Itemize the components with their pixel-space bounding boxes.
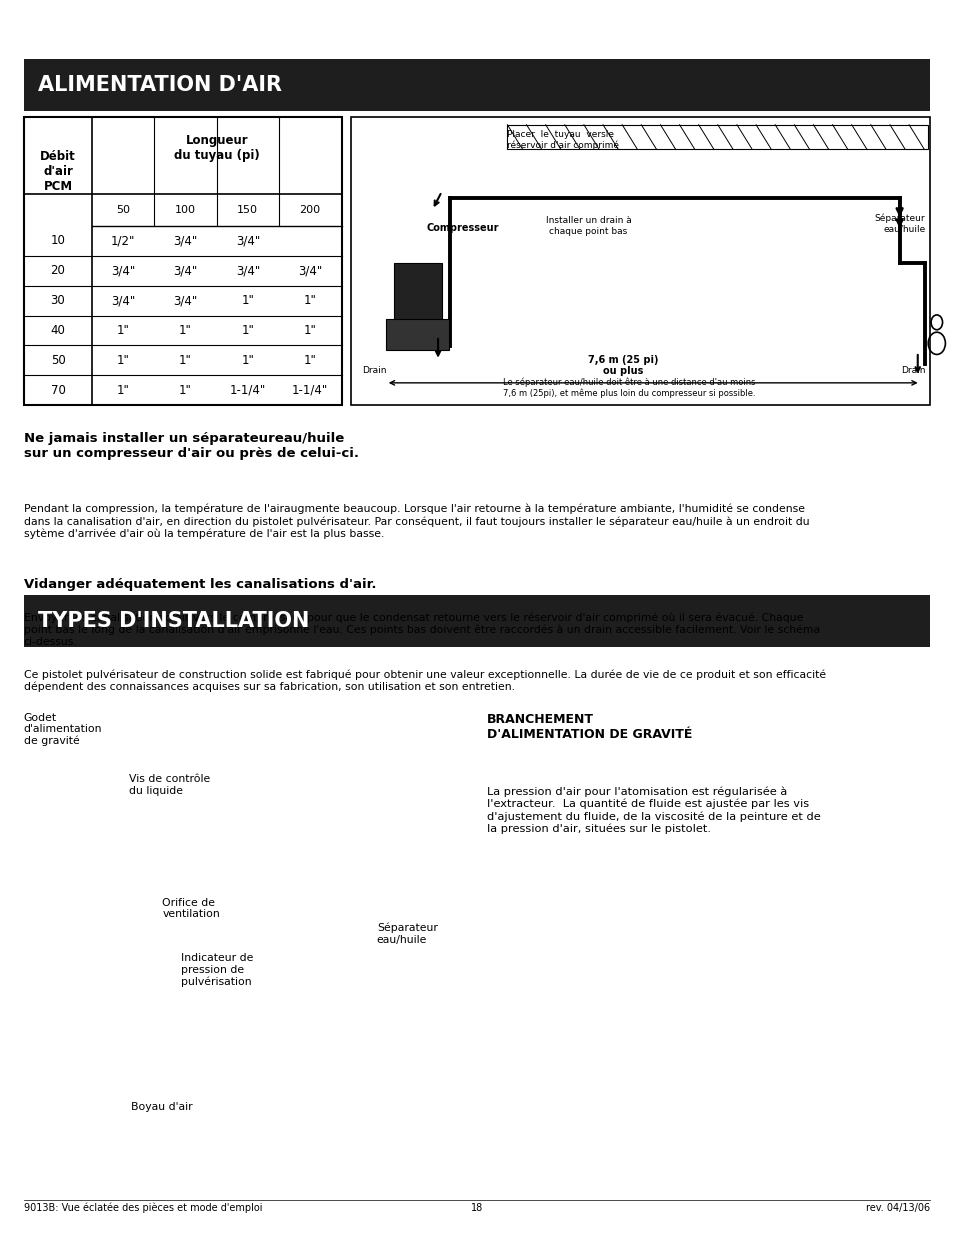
Text: 100: 100 bbox=[174, 205, 196, 215]
Text: 1": 1" bbox=[241, 294, 254, 308]
Text: 3/4": 3/4" bbox=[173, 264, 197, 278]
Text: Longueur
du tuyau (pi): Longueur du tuyau (pi) bbox=[173, 133, 259, 162]
Bar bbox=[386, 319, 449, 350]
Bar bbox=[507, 125, 927, 149]
Text: La pression d'air pour l'atomisation est régularisée à
l'extracteur.  La quantit: La pression d'air pour l'atomisation est… bbox=[486, 787, 820, 834]
Text: 50: 50 bbox=[116, 205, 131, 215]
Text: Pendant la compression, la température de l'airaugmente beaucoup. Lorsque l'air : Pendant la compression, la température d… bbox=[24, 504, 809, 538]
Text: 1": 1" bbox=[179, 384, 192, 396]
Bar bbox=[351, 117, 929, 405]
Text: Envoyer les canalisations d'air vers le compresseur pour que le condensat retour: Envoyer les canalisations d'air vers le … bbox=[24, 613, 820, 647]
Text: 3/4": 3/4" bbox=[173, 235, 197, 247]
Text: rev. 04/13/06: rev. 04/13/06 bbox=[865, 1203, 929, 1213]
Text: 1": 1" bbox=[241, 324, 254, 337]
Text: 1": 1" bbox=[179, 353, 192, 367]
Text: ALIMENTATION D'AIR: ALIMENTATION D'AIR bbox=[38, 75, 282, 95]
Text: 1": 1" bbox=[116, 384, 130, 396]
Text: 1-1/4": 1-1/4" bbox=[292, 384, 328, 396]
Text: 3/4": 3/4" bbox=[112, 264, 135, 278]
Text: Indicateur de
pression de
pulvérisation: Indicateur de pression de pulvérisation bbox=[181, 953, 253, 987]
Text: 1-1/4": 1-1/4" bbox=[230, 384, 266, 396]
Bar bbox=[394, 263, 441, 325]
Text: 1/2": 1/2" bbox=[111, 235, 135, 247]
Text: Drain: Drain bbox=[900, 366, 924, 375]
Text: 3/4": 3/4" bbox=[173, 294, 197, 308]
Bar bbox=[24, 117, 341, 405]
Text: Godet
d'alimentation
de gravité: Godet d'alimentation de gravité bbox=[24, 713, 102, 746]
Text: Installer un drain à
chaque point bas: Installer un drain à chaque point bas bbox=[545, 216, 631, 236]
Text: 200: 200 bbox=[299, 205, 320, 215]
Text: Ne jamais installer un séparateureau/huile
sur un compresseur d'air ou près de c: Ne jamais installer un séparateureau/hui… bbox=[24, 432, 358, 461]
Text: 10: 10 bbox=[51, 235, 66, 247]
Text: Débit
d'air
PCM: Débit d'air PCM bbox=[40, 151, 76, 193]
Text: 3/4": 3/4" bbox=[235, 235, 259, 247]
Text: TYPES D'INSTALLATION: TYPES D'INSTALLATION bbox=[38, 611, 309, 631]
Text: 30: 30 bbox=[51, 294, 66, 308]
Text: Orifice de
ventilation: Orifice de ventilation bbox=[162, 898, 220, 919]
Text: Séparateur
eau/huile: Séparateur eau/huile bbox=[376, 923, 437, 945]
Text: 3/4": 3/4" bbox=[235, 264, 259, 278]
Text: Compresseur: Compresseur bbox=[426, 224, 498, 233]
Text: Le séparateur eau/huile doit être à une distance d'au moins
7,6 m (25pi), et mêm: Le séparateur eau/huile doit être à une … bbox=[502, 377, 755, 398]
Text: 50: 50 bbox=[51, 353, 66, 367]
Text: 1": 1" bbox=[179, 324, 192, 337]
Text: 18: 18 bbox=[471, 1203, 482, 1213]
Text: 3/4": 3/4" bbox=[112, 294, 135, 308]
Text: 20: 20 bbox=[51, 264, 66, 278]
Text: 3/4": 3/4" bbox=[297, 264, 322, 278]
Text: 1": 1" bbox=[241, 353, 254, 367]
Text: Drain: Drain bbox=[361, 366, 386, 375]
Text: 7,6 m (25 pi)
ou plus: 7,6 m (25 pi) ou plus bbox=[587, 354, 658, 377]
Text: 150: 150 bbox=[237, 205, 258, 215]
Text: Séparateur
eau/huile: Séparateur eau/huile bbox=[874, 214, 924, 233]
Text: 1": 1" bbox=[303, 324, 316, 337]
Text: 40: 40 bbox=[51, 324, 66, 337]
Bar bbox=[24, 59, 929, 111]
Text: Vidanger adéquatement les canalisations d'air.: Vidanger adéquatement les canalisations … bbox=[24, 578, 375, 592]
Text: 1": 1" bbox=[303, 353, 316, 367]
Text: Boyau d'air: Boyau d'air bbox=[132, 1102, 193, 1112]
Bar bbox=[24, 595, 929, 647]
Text: BRANCHEMENT
D'ALIMENTATION DE GRAVITÉ: BRANCHEMENT D'ALIMENTATION DE GRAVITÉ bbox=[486, 713, 691, 741]
Text: Ce pistolet pulvérisateur de construction solide est fabriqué pour obtenir une v: Ce pistolet pulvérisateur de constructio… bbox=[24, 669, 825, 692]
Text: 1": 1" bbox=[116, 353, 130, 367]
Text: 1": 1" bbox=[303, 294, 316, 308]
Text: 9013B: Vue éclatée des pièces et mode d'emploi: 9013B: Vue éclatée des pièces et mode d'… bbox=[24, 1203, 262, 1214]
Text: 70: 70 bbox=[51, 384, 66, 396]
Text: 1": 1" bbox=[116, 324, 130, 337]
Text: Placer  le  tuyau  versle
réservoir d'air comprimé: Placer le tuyau versle réservoir d'air c… bbox=[507, 130, 618, 149]
Text: Vis de contrôle
du liquide: Vis de contrôle du liquide bbox=[129, 774, 210, 795]
